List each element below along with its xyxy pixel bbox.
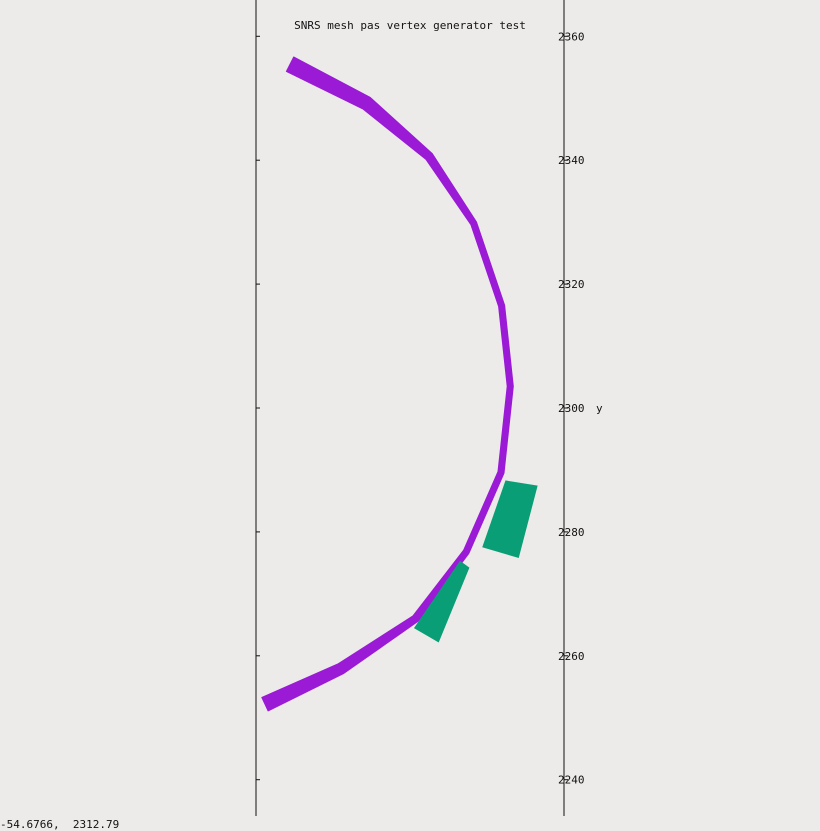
y-tick-label: 2280	[558, 526, 585, 539]
green-block-series-1	[482, 480, 538, 559]
cursor-coordinate-readout: -54.6766, 2312.79	[0, 818, 120, 831]
y-axis-ticks: 2240 2260 2280 2300 2320 2340 2360	[256, 30, 585, 787]
y-tick-label: 2240	[558, 774, 585, 787]
chart-title: SNRS mesh pas vertex generator test	[294, 19, 526, 32]
y-tick-label: 2340	[558, 154, 585, 167]
y-axis-label: y	[596, 402, 603, 415]
purple-arc-band-series	[261, 56, 514, 712]
y-tick-label: 2300	[558, 402, 585, 415]
y-tick-label: 2320	[558, 278, 585, 291]
y-tick-label: 2260	[558, 650, 585, 663]
y-tick-label: 2360	[558, 30, 585, 43]
green-block-series-2	[413, 560, 470, 643]
data-marks	[261, 56, 538, 712]
